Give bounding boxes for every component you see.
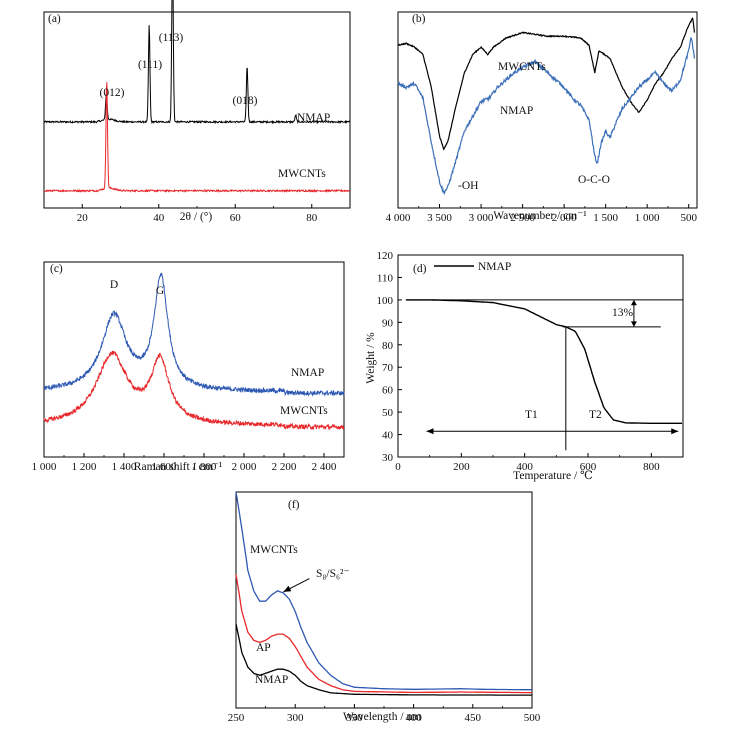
panel-b-xtick-label: 2 500 bbox=[510, 212, 535, 224]
series-label-mwcnts-a: MWCNTs bbox=[278, 168, 326, 180]
panel-f-xtick-label: 300 bbox=[287, 712, 304, 724]
panel-d-frame bbox=[397, 254, 684, 458]
panel-c-xtick-label: 1 000 bbox=[32, 461, 57, 473]
hkl-label-012: (012) bbox=[100, 87, 125, 99]
panel-b-xtick-label: 4 000 bbox=[386, 212, 411, 224]
panel-d-xtick-label: 400 bbox=[516, 461, 533, 473]
series-nmap-uvvis-line bbox=[235, 623, 532, 696]
temperature-arrowhead-left bbox=[426, 428, 434, 435]
series-label-mwcnts-f: MWCNTs bbox=[250, 544, 298, 556]
panel-b-ftir: 4 000 3 500 3 000 2 500 2 000 1 500 1 000 500 bbox=[386, 11, 698, 224]
hkl-label-018: (018) bbox=[233, 95, 258, 107]
panel-c-xlabel: Raman shift / cm⁻¹ bbox=[134, 461, 223, 473]
panel-b-xtick-label: 1 500 bbox=[593, 212, 618, 224]
series-label-nmap-a: NMAP bbox=[297, 112, 330, 124]
hkl-label-111: (111) bbox=[138, 59, 162, 71]
panel-b-xtick-label: 3 000 bbox=[469, 212, 494, 224]
panel-f-xlabel: Wavelength / nm bbox=[343, 711, 421, 723]
panel-d-xlabel: Temperature / ℃ bbox=[513, 470, 593, 482]
panel-c-xtick-label: 1 800 bbox=[192, 461, 217, 473]
series-label-nmap-f: NMAP bbox=[255, 674, 288, 686]
oco-band-label: O-C-O bbox=[578, 174, 610, 186]
panel-c-xtick-label: 2 400 bbox=[312, 461, 337, 473]
series-label-ap-f: AP bbox=[256, 642, 271, 654]
hkl-label-113: (113) bbox=[159, 32, 184, 44]
panel-d-xtick-label: 600 bbox=[580, 461, 597, 473]
series-label-mwcnts-c: MWCNTs bbox=[280, 405, 328, 417]
panel-f-xtick-label: 350 bbox=[346, 712, 363, 724]
raman-g-label: G bbox=[156, 285, 164, 297]
panel-f-xtick-label: 500 bbox=[524, 712, 541, 724]
panel-d-ytick-label: 60 bbox=[382, 385, 394, 397]
panel-b-xtick-label: 3 500 bbox=[427, 212, 452, 224]
panel-f-xtick-label: 450 bbox=[465, 712, 482, 724]
panel-d-label: (d) bbox=[413, 263, 427, 275]
panel-a-xtick-label: 60 bbox=[230, 212, 242, 224]
panel-b-xtick-label: 500 bbox=[680, 212, 697, 224]
panel-d-ytick-label: 120 bbox=[377, 250, 394, 262]
panel-c-xtick-label: 2 200 bbox=[272, 461, 297, 473]
panel-b-xtick-label: 2 000 bbox=[552, 212, 577, 224]
panel-c-xtick-label: 1 600 bbox=[152, 461, 177, 473]
panel-a-xtick-label: 80 bbox=[306, 212, 318, 224]
sulfur-species-arrowhead bbox=[283, 585, 292, 592]
weight-loss-label: 13% bbox=[612, 307, 634, 319]
sulfur-species-label: S₈/S₆²⁻ bbox=[316, 568, 350, 580]
weight-loss-arrowhead-bottom bbox=[630, 321, 637, 327]
series-mwcnts-ftir-line bbox=[398, 17, 696, 151]
t2-label: T2 bbox=[589, 409, 602, 421]
panel-a-xtick-label: 40 bbox=[153, 212, 165, 224]
series-nmap-ftir-line bbox=[397, 37, 696, 196]
series-nmap-tga-line bbox=[405, 299, 682, 424]
panel-d-ytick-label: 90 bbox=[382, 317, 394, 329]
panel-d-ytick-label: 70 bbox=[382, 362, 394, 374]
panel-a-xtick-label: 20 bbox=[77, 212, 89, 224]
series-label-nmap-b: NMAP bbox=[500, 105, 533, 117]
panel-b-frame bbox=[397, 11, 698, 209]
panel-b-xlabel: Wavenumber / cm⁻¹ bbox=[493, 210, 587, 222]
raman-d-label: D bbox=[110, 279, 118, 291]
panel-d-ytick-label: 30 bbox=[382, 452, 394, 464]
panel-a-label: (a) bbox=[48, 13, 61, 25]
panel-c-xtick-label: 1 400 bbox=[112, 461, 137, 473]
panel-f-xtick-label: 250 bbox=[228, 712, 245, 724]
panel-d-xtick-label: 800 bbox=[643, 461, 660, 473]
panel-d-ylabel: Weight / % bbox=[365, 332, 377, 384]
panel-c-xtick-label: 1 200 bbox=[72, 461, 97, 473]
t1-label: T1 bbox=[525, 409, 538, 421]
panel-c-xtick-label: 2 000 bbox=[232, 461, 257, 473]
oh-band-label: -OH bbox=[458, 180, 478, 192]
panel-a-xlabel: 2θ / (°) bbox=[180, 211, 213, 223]
panel-f-xtick-label: 400 bbox=[405, 712, 422, 724]
panel-d-tga: 0 200 400 600 800 30 40 50 60 70 80 90 100 110 120 bbox=[377, 250, 684, 473]
panel-d-xtick-label: 200 bbox=[453, 461, 470, 473]
series-label-nmap-c: NMAP bbox=[291, 367, 324, 379]
panel-c-raman: 1 000 1 200 1 400 1 600 1 800 2 000 2 200 2 400 bbox=[32, 261, 345, 473]
series-nmap-xrd-line bbox=[43, 0, 350, 125]
series-nmap-raman-line bbox=[43, 272, 345, 397]
panel-a-xrd: 20 40 60 80 bbox=[43, 0, 351, 224]
series-ap-uvvis-line bbox=[235, 574, 532, 694]
panel-f-uvvis: 250 300 350 400 450 500 bbox=[228, 491, 541, 724]
temperature-arrowhead-right bbox=[671, 428, 679, 435]
panel-b-label: (b) bbox=[412, 13, 426, 25]
panel-d-ytick-label: 40 bbox=[382, 430, 394, 442]
series-mwcnts-uvvis-line bbox=[235, 491, 533, 691]
weight-loss-arrowhead-top bbox=[630, 299, 637, 306]
panel-c-label: (c) bbox=[50, 263, 63, 275]
panel-d-xtick-label: 0 bbox=[395, 461, 401, 473]
panel-b-xtick-label: 1 000 bbox=[635, 212, 660, 224]
panel-f-label: (f) bbox=[288, 499, 300, 511]
panel-d-ytick-label: 50 bbox=[382, 407, 394, 419]
legend-label-nmap-d: NMAP bbox=[478, 261, 511, 273]
series-mwcnts-xrd-line bbox=[43, 82, 351, 194]
series-label-mwcnts-b: MWCNTs bbox=[498, 61, 546, 73]
panel-d-ytick-label: 100 bbox=[377, 295, 394, 307]
panel-c-frame bbox=[43, 261, 345, 458]
series-mwcnts-raman-line bbox=[43, 350, 345, 431]
panel-d-ytick-label: 110 bbox=[377, 272, 394, 284]
panel-d-ytick-label: 80 bbox=[382, 340, 394, 352]
